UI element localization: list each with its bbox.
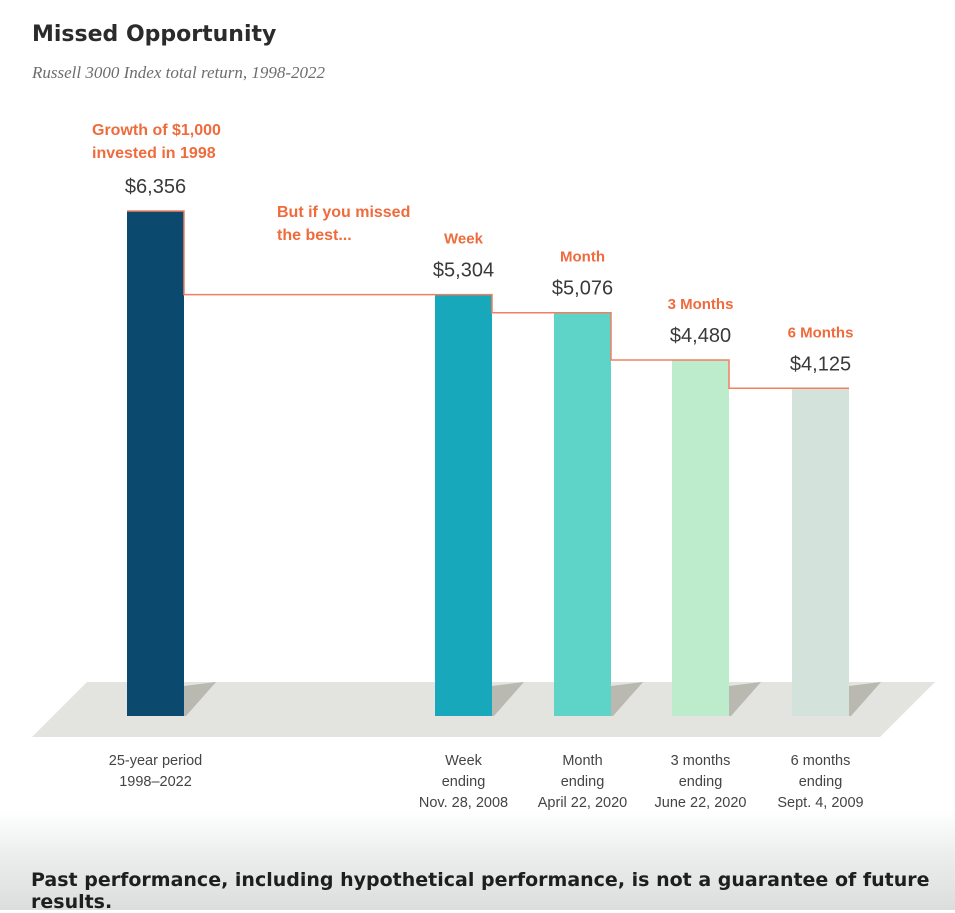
category-label: April 22, 2020 xyxy=(538,795,627,811)
value-label: $6,356 xyxy=(125,176,186,198)
category-label: ending xyxy=(561,774,605,790)
bar-shadow xyxy=(729,682,761,716)
category-label: Month xyxy=(562,753,602,769)
footer-band xyxy=(0,810,955,910)
growth-annotation-line1: Growth of $1,000 xyxy=(92,122,221,139)
bar-shadow xyxy=(492,682,524,716)
category-label: Nov. 28, 2008 xyxy=(419,795,508,811)
bar xyxy=(554,312,611,716)
growth-annotation-line2: invested in 1998 xyxy=(92,145,216,162)
category-label: 1998–2022 xyxy=(119,774,192,790)
category-label: June 22, 2020 xyxy=(655,795,747,811)
disclaimer-text: Past performance, including hypothetical… xyxy=(31,869,930,913)
missed-annotation-line2: the best... xyxy=(277,227,352,244)
bar xyxy=(792,388,849,716)
missed-annotation-line1: But if you missed xyxy=(277,204,410,221)
connector-line xyxy=(127,210,849,390)
category-label: ending xyxy=(679,774,723,790)
bar-shadow xyxy=(849,682,881,716)
bar-shadow xyxy=(184,682,216,716)
value-label: $4,125 xyxy=(790,353,851,375)
category-label: 25-year period xyxy=(109,753,203,769)
category-label: ending xyxy=(799,774,843,790)
value-label: $5,076 xyxy=(552,278,613,300)
category-label: Week xyxy=(445,753,483,769)
category-label: ending xyxy=(442,774,486,790)
bar-chart: Growth of $1,000 invested in 1998 But if y… xyxy=(32,122,935,811)
category-label: Sept. 4, 2009 xyxy=(777,795,863,811)
bar-shadow xyxy=(611,682,643,716)
chart-title: Missed Opportunity xyxy=(32,22,277,47)
series-label: 6 Months xyxy=(788,324,854,341)
category-label: 3 months xyxy=(671,753,731,769)
bar xyxy=(127,211,184,716)
value-label: $5,304 xyxy=(433,260,494,282)
category-label: 6 months xyxy=(791,753,851,769)
bar xyxy=(672,360,729,716)
value-label: $4,480 xyxy=(670,325,731,347)
chart-subtitle: Russell 3000 Index total return, 1998-20… xyxy=(32,63,326,82)
series-label: Month xyxy=(560,249,605,266)
series-label: 3 Months xyxy=(668,296,734,313)
bar xyxy=(435,294,492,716)
series-label: Week xyxy=(444,231,484,248)
